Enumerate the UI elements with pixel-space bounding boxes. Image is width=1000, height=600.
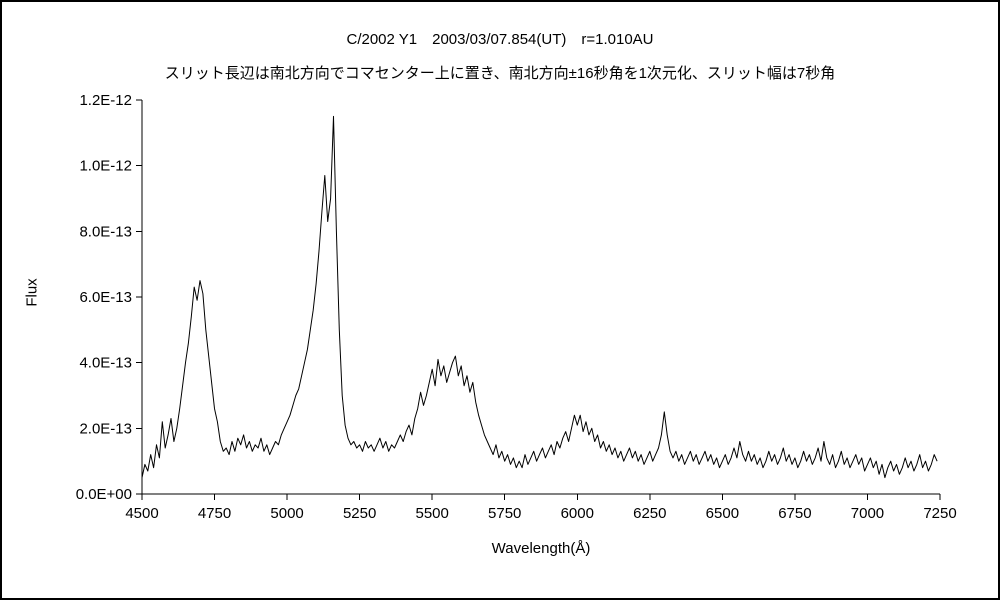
y-tick-label: 4.0E-13 [79,355,132,372]
x-tick-label: 5250 [343,505,376,522]
chart-title: C/2002 Y1 2003/03/07.854(UT) r=1.010AU [346,31,654,48]
y-tick-label: 8.0E-13 [79,223,132,240]
x-tick-label: 6250 [633,505,666,522]
x-axis-label: Wavelength(Å) [491,540,591,557]
x-tick-label: 6000 [561,505,594,522]
x-tick-label: 7250 [923,505,956,522]
y-tick-label: 1.2E-12 [79,92,132,109]
x-tick-label: 5000 [270,505,303,522]
x-tick-label: 4750 [198,505,231,522]
y-tick-label: 1.0E-12 [79,158,132,175]
y-tick-label: 6.0E-13 [79,289,132,306]
x-tick-label: 6500 [706,505,739,522]
x-tick-label: 5750 [488,505,521,522]
x-tick-label: 7000 [851,505,884,522]
x-tick-label: 6750 [778,505,811,522]
x-tick-label: 5500 [415,505,448,522]
x-tick-label: 4500 [125,505,158,522]
chart-subtitle: スリット長辺は南北方向でコマセンター上に置き、南北方向±16秒角を1次元化、スリ… [164,65,836,82]
y-tick-label: 0.0E+00 [76,486,132,503]
spectrum-line [141,115,938,479]
y-tick-label: 2.0E-13 [79,420,132,437]
